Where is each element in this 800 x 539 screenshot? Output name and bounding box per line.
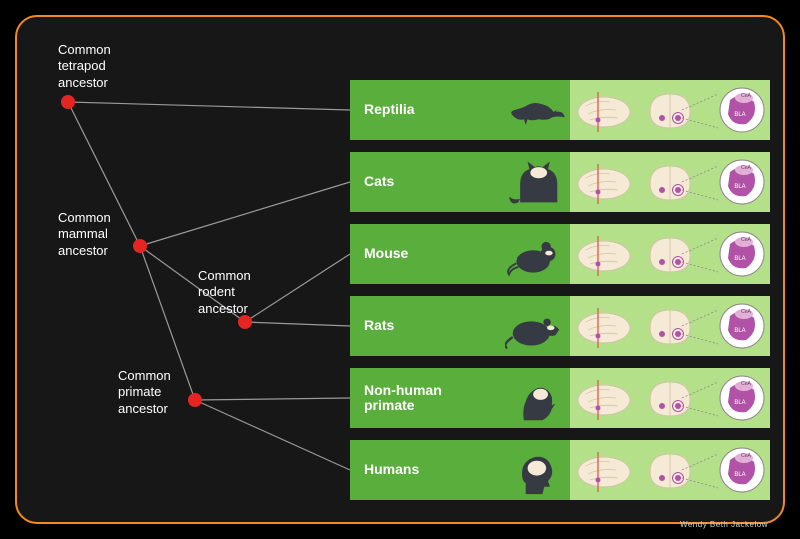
brain-panel: BLA CeA [570, 368, 770, 428]
rat-silhouette-icon [505, 300, 565, 352]
species-row-reptilia: Reptilia BLA CeA [350, 80, 770, 140]
species-name-label: Humans [364, 462, 419, 477]
species-silhouette-cell [500, 296, 570, 356]
bla-label: BLA [734, 328, 745, 334]
brain-panel: BLA CeA [570, 152, 770, 212]
brain-panel: BLA CeA [570, 80, 770, 140]
ancestor-label: Common tetrapod ancestor [58, 42, 111, 91]
species-name-label: Cats [364, 174, 394, 189]
ancestor-label: Common primate ancestor [118, 368, 171, 417]
bla-label: BLA [734, 400, 745, 406]
ancestor-label: Common rodent ancestor [198, 268, 251, 317]
credit-text: Wendy Beth Jackelow [680, 520, 768, 529]
cat-silhouette-icon [505, 156, 565, 208]
species-row-rats: Rats BLA [350, 296, 770, 356]
cea-label: CeA [741, 165, 751, 171]
species-silhouette-cell [500, 152, 570, 212]
bla-label: BLA [734, 472, 745, 478]
brain-diagram-humans: BLA CeA [570, 440, 770, 500]
species-name-cell: Reptilia [350, 80, 500, 140]
species-name-cell: Non-human primate [350, 368, 500, 428]
cea-label: CeA [741, 93, 751, 99]
species-name-cell: Humans [350, 440, 500, 500]
brain-panel: BLA CeA [570, 224, 770, 284]
cea-label: CeA [741, 453, 751, 459]
species-silhouette-cell [500, 224, 570, 284]
species-row-primate: Non-human primate BLA CeA [350, 368, 770, 428]
human-silhouette-icon [505, 444, 565, 496]
cea-label: CeA [741, 381, 751, 387]
species-name-cell: Rats [350, 296, 500, 356]
species-name-label: Reptilia [364, 102, 415, 117]
ancestor-node-mammal [133, 239, 147, 253]
mouse-silhouette-icon [505, 228, 565, 280]
species-name-cell: Cats [350, 152, 500, 212]
cea-label: CeA [741, 309, 751, 315]
species-row-humans: Humans BLA CeA [350, 440, 770, 500]
lizard-silhouette-icon [505, 84, 565, 136]
ancestor-node-primate [188, 393, 202, 407]
species-name-cell: Mouse [350, 224, 500, 284]
species-silhouette-cell [500, 368, 570, 428]
bla-label: BLA [734, 184, 745, 190]
brain-diagram-rats: BLA CeA [570, 296, 770, 356]
species-row-cats: Cats BLA CeA [350, 152, 770, 212]
species-silhouette-cell [500, 80, 570, 140]
cea-label: CeA [741, 237, 751, 243]
bla-label: BLA [734, 112, 745, 118]
brain-diagram-mouse: BLA CeA [570, 224, 770, 284]
species-name-label: Non-human primate [364, 383, 442, 414]
monkey-silhouette-icon [505, 372, 565, 424]
brain-diagram-primate: BLA CeA [570, 368, 770, 428]
bla-label: BLA [734, 256, 745, 262]
brain-diagram-cats: BLA CeA [570, 152, 770, 212]
species-name-label: Mouse [364, 246, 408, 261]
species-name-label: Rats [364, 318, 394, 333]
brain-panel: BLA CeA [570, 296, 770, 356]
species-silhouette-cell [500, 440, 570, 500]
species-row-mouse: Mouse BLA [350, 224, 770, 284]
brain-diagram-reptilia: BLA CeA [570, 80, 770, 140]
ancestor-node-tetrapod [61, 95, 75, 109]
brain-panel: BLA CeA [570, 440, 770, 500]
ancestor-label: Common mammal ancestor [58, 210, 111, 259]
ancestor-node-rodent [238, 315, 252, 329]
